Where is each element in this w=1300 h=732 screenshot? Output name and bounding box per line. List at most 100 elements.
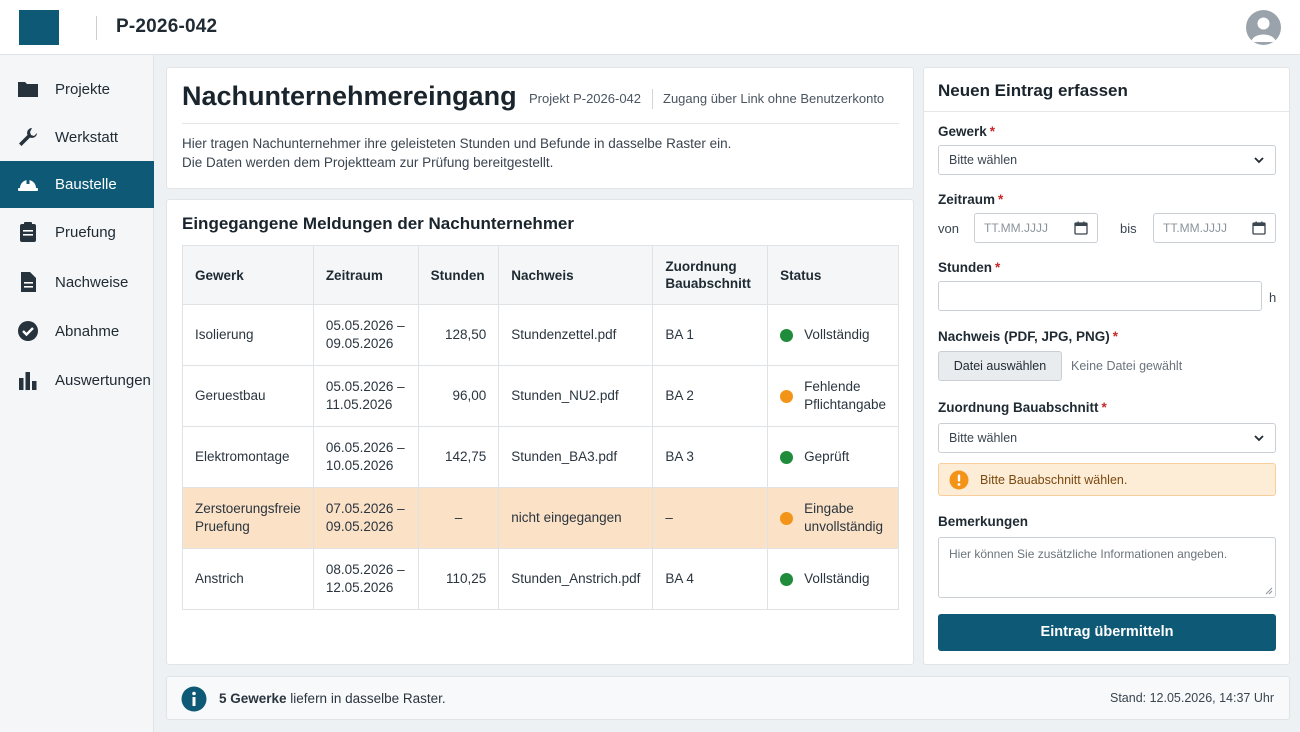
textarea-placeholder: Hier können Sie zusätzliche Informatione… [949,547,1228,561]
select-value: Bitte wählen [949,153,1018,167]
cell-gewerk: Elektromontage [182,426,314,488]
page-description: Hier tragen Nachunternehmer ihre geleist… [182,134,731,172]
info-icon [181,686,207,712]
sidebar-item-label: Projekte [55,81,111,98]
column-header-status[interactable]: Status [767,245,899,305]
project-label: Projekt P-2026-042 [529,91,642,106]
cell-zeitraum: 07.05.2026 –09.05.2026 [312,487,419,549]
document-icon [21,272,36,292]
form-title: Neuen Eintrag erfassen [938,81,1128,100]
sidebar-item-baustelle[interactable]: Baustelle [0,161,154,208]
column-header-zeitraum[interactable]: Zeitraum [312,245,419,305]
validation-alert: Bitte Bauabschnitt wählen. [938,463,1276,496]
cell-zeitraum: 08.05.2026 –12.05.2026 [312,548,419,610]
description-line: Die Daten werden dem Projektteam zur Prü… [182,155,554,170]
hard-hat-icon [18,178,38,191]
cell-stunden: – [417,487,500,549]
chevron-down-icon [1254,157,1264,164]
gewerk-select[interactable]: Bitte wählen [938,145,1276,175]
sidebar-item-label: Nachweise [55,274,129,291]
file-select-button[interactable]: Datei auswählen [938,351,1062,381]
cell-status: Vollständig [767,548,899,610]
intro-card: Nachunternehmereingang Projekt P-2026-04… [166,67,914,189]
status-dot-icon [780,511,794,525]
stunden-input[interactable] [938,281,1262,311]
bis-label: bis [1120,221,1137,236]
status-dot-icon [780,328,794,342]
cell-nachweis: Stunden_NU2.pdf [498,365,654,427]
select-value: Bitte wählen [949,431,1018,445]
date-from-input[interactable]: TT.MM.JJJJ [974,213,1098,243]
date-placeholder: TT.MM.JJJJ [984,221,1048,235]
column-header-gewerk[interactable]: Gewerk [182,245,314,305]
cell-bauabschnitt: BA 1 [652,304,769,366]
table-row[interactable]: Isolierung 05.05.2026 –09.05.2026 128,50 St… [182,304,899,366]
sidebar-item-pruefung[interactable]: Pruefung [0,209,154,256]
cell-stunden: 128,50 [417,304,500,366]
footer-text: liefern in dasselbe Raster. [286,691,446,706]
gewerk-label: Gewerk * [938,124,996,139]
app-logo[interactable] [19,10,59,45]
bemerkungen-label: Bemerkungen [938,514,1029,529]
submit-button[interactable]: Eintrag übermitteln [938,614,1276,651]
unit-label: h [1269,290,1277,305]
cell-gewerk: Isolierung [182,304,314,366]
cell-status: Eingabe unvollständig [767,487,899,549]
sidebar-item-nachweise[interactable]: Nachweise [0,259,154,306]
cell-gewerk: Geruestbau [182,365,314,427]
top-bar: P-2026-042 [0,0,1300,55]
sidebar-item-abnahme[interactable]: Abnahme [0,308,154,355]
divider [652,89,653,109]
column-header-zuordnung[interactable]: Zuordnung Bauabschnitt [652,245,769,305]
table-row[interactable]: Zerstoerungsfreie Pruefung 07.05.2026 –09.… [182,487,899,549]
sidebar-item-label: Pruefung [55,224,116,241]
info-footer: 5 Gewerke liefern in dasselbe Raster. St… [166,676,1290,720]
cell-zeitraum: 05.05.2026 –11.05.2026 [312,365,419,427]
sidebar: Projekte Werkstatt Baustelle Pruefung Na… [0,55,154,732]
cell-status: Fehlende Pflichtangabe [767,365,899,427]
sidebar-item-projekte[interactable]: Projekte [0,66,154,113]
cell-status: Vollständig [767,304,899,366]
description-line: Hier tragen Nachunternehmer ihre geleist… [182,136,732,151]
alert-message: Bitte Bauabschnitt wählen. [980,473,1128,487]
cell-stunden: 110,25 [417,548,500,610]
required-marker: * [998,192,1004,207]
zuordnung-label: Zuordnung Bauabschnitt * [938,400,1107,415]
header-line: Bauabschnitt [665,276,751,291]
user-avatar-icon[interactable] [1246,10,1281,45]
bemerkungen-textarea[interactable]: Hier können Sie zusätzliche Informatione… [938,537,1276,598]
cell-gewerk: Zerstoerungsfreie Pruefung [182,487,314,549]
sidebar-item-werkstatt[interactable]: Werkstatt [0,114,154,161]
clipboard-icon [20,222,36,242]
chevron-down-icon [1254,435,1264,442]
column-header-nachweis[interactable]: Nachweis [498,245,654,305]
table-row[interactable]: Anstrich 08.05.2026 –12.05.2026 110,25 Stun… [182,548,899,610]
calendar-icon[interactable] [1252,221,1266,235]
cell-bauabschnitt: BA 4 [652,548,769,610]
nachweis-label: Nachweis (PDF, JPG, PNG) * [938,329,1119,344]
timestamp: Stand: 12.05.2026, 14:37 Uhr [1109,691,1274,705]
date-to-input[interactable]: TT.MM.JJJJ [1153,213,1276,243]
table-row[interactable]: Geruestbau 05.05.2026 –11.05.2026 96,00 Stu… [182,365,899,427]
von-label: von [938,221,959,236]
cell-bauabschnitt: BA 2 [652,365,769,427]
cell-nachweis: Stunden_BA3.pdf [498,426,654,488]
project-id-title: P-2026-042 [116,16,218,37]
cell-nachweis: Stunden_Anstrich.pdf [498,548,654,610]
access-info: Zugang über Link ohne Benutzerkonto [663,91,885,106]
status-dot-icon [780,450,794,464]
bar-chart-icon [19,372,37,390]
resize-handle-icon[interactable] [1265,587,1273,595]
sidebar-item-auswertungen[interactable]: Auswertungen [0,357,154,404]
sidebar-item-label: Abnahme [55,323,120,340]
cell-bauabschnitt: BA 3 [652,426,769,488]
footer-message: 5 Gewerke liefern in dasselbe Raster. [219,691,446,706]
divider [182,123,899,124]
column-header-stunden[interactable]: Stunden [417,245,500,305]
folder-icon [18,82,38,97]
table-row[interactable]: Elektromontage 06.05.2026 –10.05.2026 142,… [182,426,899,488]
stunden-label: Stunden * [938,260,1001,275]
calendar-icon[interactable] [1074,221,1088,235]
sidebar-item-label: Baustelle [55,176,117,193]
bauabschnitt-select[interactable]: Bitte wählen [938,423,1276,453]
